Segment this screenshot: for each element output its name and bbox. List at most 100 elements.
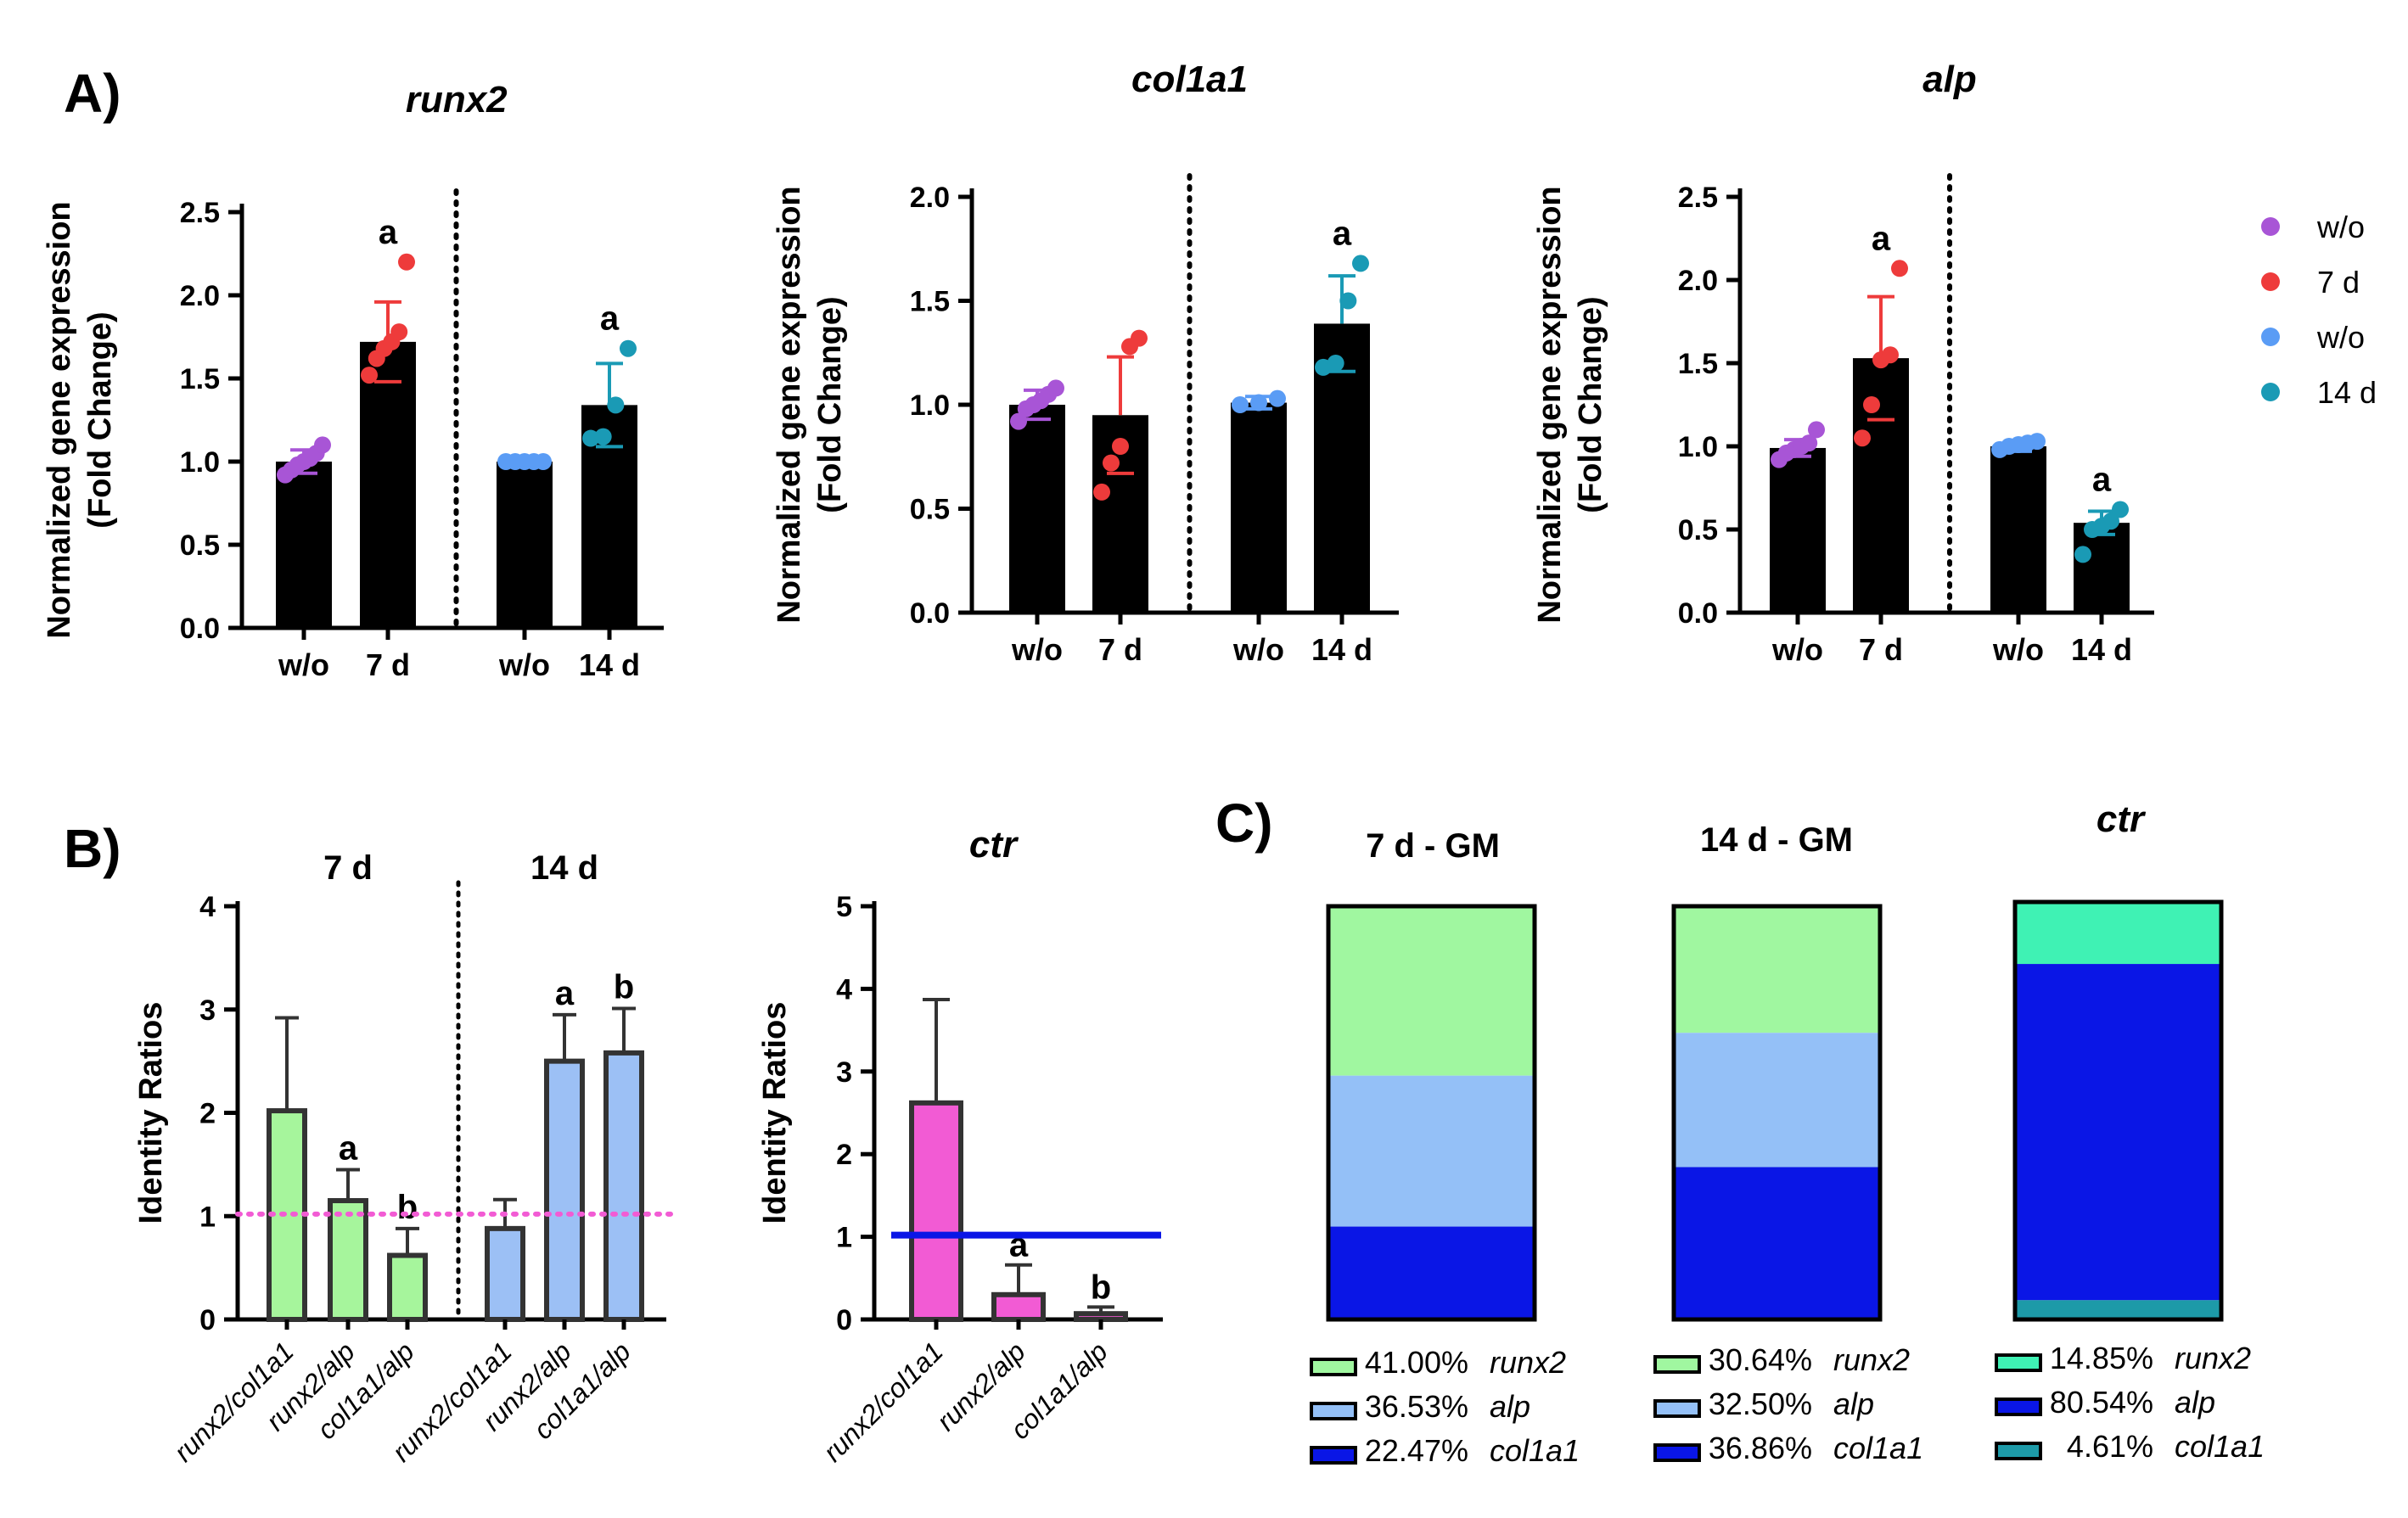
legend-swatch-runx2 xyxy=(1995,1353,2042,1372)
data-point xyxy=(1093,483,1110,501)
significance-label: b xyxy=(397,1189,418,1226)
bar-3 xyxy=(2074,523,2130,613)
legend-value-col1a1: 22.47% xyxy=(1365,1433,1468,1468)
data-point xyxy=(2112,501,2129,518)
legend-name-runx2: runx2 xyxy=(1833,1342,1910,1377)
bar-0 xyxy=(1770,447,1826,613)
data-point xyxy=(535,453,552,470)
x-tick-label: w/o xyxy=(1771,632,1823,667)
x-tick-label: runx2/col1a1 xyxy=(817,1336,949,1467)
legend-value-runx2: 41.00% xyxy=(1365,1345,1468,1380)
x-tick-label: 14 d xyxy=(2071,632,2132,667)
legend-a: w/o 7 d w/o 14 d xyxy=(2261,210,2377,410)
data-point xyxy=(1103,454,1120,472)
significance-label: a xyxy=(1333,215,1352,252)
legend-name-alp: alp xyxy=(2175,1385,2215,1420)
panel-label-a: A) xyxy=(64,63,121,124)
bar-1 xyxy=(360,341,416,628)
bar-0 xyxy=(909,1100,963,1323)
legend-swatch-runx2 xyxy=(1310,1358,1357,1376)
chart-runx2: runx2 Normalized gene expression (Fold Cha… xyxy=(42,79,664,682)
y-tick-label: 0 xyxy=(836,1304,852,1336)
legend-a-label-1: 7 d xyxy=(2317,265,2360,300)
significance-label: a xyxy=(600,300,620,338)
legend-a-label-3: 14 d xyxy=(2317,375,2377,410)
x-tick-label: w/o xyxy=(498,647,550,682)
data-point xyxy=(620,339,637,357)
y-axis-label-line2: (Fold Change) xyxy=(82,311,118,528)
data-point xyxy=(1863,396,1880,413)
group-title-14d: 14 d xyxy=(530,849,598,887)
stack-segment-alp xyxy=(1674,1033,1880,1168)
legend-value-alp: 32.50% xyxy=(1709,1386,1812,1421)
chart-stacked: 7 d - GM 41.00% runx2 36.53% alp 22.47% col1a1… xyxy=(1310,798,2265,1468)
chart-title: alp xyxy=(1922,59,1977,100)
data-point xyxy=(582,429,599,447)
legend-value-col1a1: 4.61% xyxy=(2067,1429,2153,1464)
bar-1 xyxy=(328,1197,368,1323)
stack-segment-runx2 xyxy=(1674,906,1880,1033)
bar-3 xyxy=(485,1225,525,1322)
y-tick-label: 0 xyxy=(199,1304,216,1336)
bar-2 xyxy=(497,462,553,628)
significance-label: b xyxy=(614,969,634,1006)
panel-label-c: C) xyxy=(1215,793,1273,854)
data-point xyxy=(390,323,408,341)
data-point xyxy=(314,436,331,454)
group-title-7d: 7 d xyxy=(323,849,373,887)
y-axis-label-line1: Normalized gene expression xyxy=(42,201,77,638)
bar-2 xyxy=(1990,446,2046,613)
data-point xyxy=(594,428,612,445)
significance-label: a xyxy=(339,1129,358,1167)
y-tick-label: 0.5 xyxy=(1678,514,1718,546)
data-point xyxy=(1339,292,1357,310)
data-point xyxy=(1854,429,1871,447)
legend-a-swatch-0 xyxy=(2261,217,2280,236)
y-tick-label: 0.5 xyxy=(910,494,950,526)
legend-value-runx2: 14.85% xyxy=(2050,1341,2153,1375)
data-point xyxy=(2102,513,2119,530)
y-tick-label: 2.0 xyxy=(1678,265,1718,297)
y-tick-label: 0.5 xyxy=(180,529,220,562)
data-point xyxy=(361,367,378,384)
legend-swatch-alp xyxy=(1653,1399,1701,1418)
bar-4 xyxy=(544,1058,585,1322)
data-point xyxy=(2074,546,2091,563)
stack-segment-col1a1 xyxy=(1328,1226,1535,1319)
y-axis-label-line2: (Fold Change) xyxy=(1573,296,1608,513)
data-point xyxy=(1047,379,1064,397)
y-tick-label: 0.0 xyxy=(1678,597,1718,630)
chart-alp: alp Normalized gene expression (Fold Chang… xyxy=(1532,59,2154,667)
x-tick-label: w/o xyxy=(1992,632,2044,667)
legend-name-alp: alp xyxy=(1490,1389,1530,1424)
legend-a-label-2: w/o xyxy=(2316,320,2365,355)
significance-label: a xyxy=(1872,220,1891,257)
stack-segment-alp xyxy=(2015,964,2221,1301)
data-point xyxy=(1112,438,1129,455)
significance-label: a xyxy=(379,214,398,251)
significance-label: b xyxy=(1091,1269,1111,1306)
y-tick-label: 2 xyxy=(199,1098,216,1130)
y-tick-label: 3 xyxy=(836,1056,852,1089)
y-tick-label: 4 xyxy=(199,891,216,923)
y-axis-label-line1: Normalized gene expression xyxy=(772,186,807,623)
y-tick-label: 2.0 xyxy=(910,182,950,214)
legend-name-col1a1: col1a1 xyxy=(2175,1429,2265,1464)
legend-swatch-alp xyxy=(1310,1402,1357,1420)
legend-a-swatch-2 xyxy=(2261,328,2280,346)
bar-0 xyxy=(276,462,332,628)
legend-swatch-col1a1 xyxy=(1653,1443,1701,1462)
y-tick-label: 1.5 xyxy=(180,363,220,395)
data-point xyxy=(1010,412,1027,430)
chart-col1a1: col1a1 Normalized gene expression (Fold Ch… xyxy=(772,59,1399,667)
legend-value-runx2: 30.64% xyxy=(1709,1342,1812,1377)
y-tick-label: 1.0 xyxy=(180,446,220,479)
x-tick-label: 7 d xyxy=(366,647,410,682)
chart-title: runx2 xyxy=(406,79,508,120)
legend-swatch-alp xyxy=(1995,1398,2042,1416)
legend-name-runx2: runx2 xyxy=(2175,1341,2251,1375)
y-tick-label: 1.0 xyxy=(910,389,950,422)
stack-outline xyxy=(2012,899,2224,1322)
data-point xyxy=(1269,389,1286,407)
